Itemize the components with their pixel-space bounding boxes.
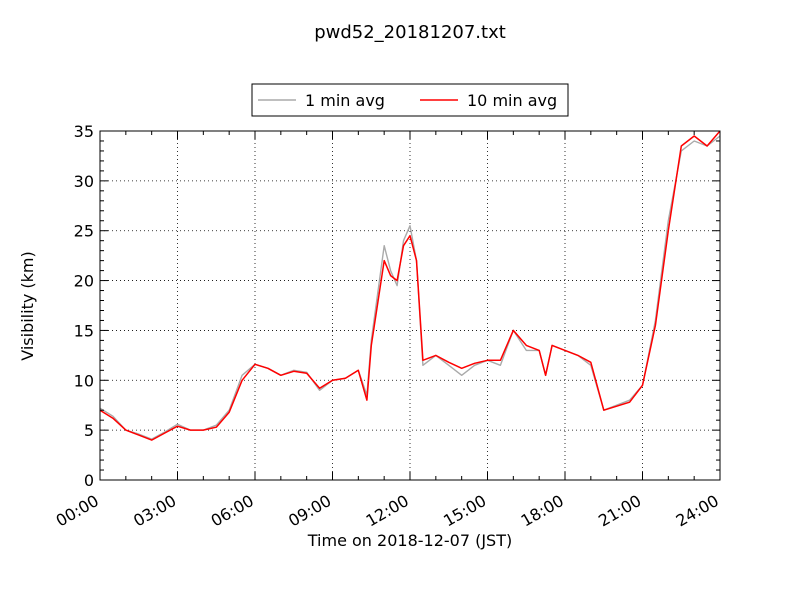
series-line-10-min-avg xyxy=(100,131,720,441)
legend-label-1-min-avg: 1 min avg xyxy=(305,91,385,110)
y-tick-label: 10 xyxy=(74,371,94,390)
ticks xyxy=(99,130,721,481)
x-tick-label: 00:00 xyxy=(53,491,102,531)
x-tick-label: 03:00 xyxy=(130,491,179,531)
x-tick-label: 12:00 xyxy=(363,491,412,531)
x-tick-label: 21:00 xyxy=(595,491,644,531)
series-layer xyxy=(100,131,720,441)
y-axis-label: Visibility (km) xyxy=(18,251,37,360)
tick-labels: 0 5 10 15 20 25 30 35 00:00 03:00 06:00 09:00 12:00 1… xyxy=(53,122,722,531)
y-tick-label: 30 xyxy=(74,172,94,191)
y-tick-label: 25 xyxy=(74,222,94,241)
y-tick-label: 0 xyxy=(84,471,94,490)
y-tick-label: 20 xyxy=(74,272,94,291)
x-tick-label: 18:00 xyxy=(518,491,567,531)
x-tick-label: 06:00 xyxy=(208,491,257,531)
x-tick-label: 15:00 xyxy=(440,491,489,531)
legend: 1 min avg 10 min avg xyxy=(251,83,569,117)
x-axis-label: Time on 2018-12-07 (JST) xyxy=(307,531,512,550)
x-tick-label: 24:00 xyxy=(673,491,722,531)
y-tick-label: 35 xyxy=(74,122,94,141)
x-tick-label: 09:00 xyxy=(285,491,334,531)
y-tick-label: 15 xyxy=(74,321,94,340)
legend-box xyxy=(251,83,569,117)
grid xyxy=(100,131,720,480)
chart-title: pwd52_20181207.txt xyxy=(314,22,506,43)
y-tick-label: 5 xyxy=(84,421,94,440)
legend-label-10-min-avg: 10 min avg xyxy=(467,91,557,110)
